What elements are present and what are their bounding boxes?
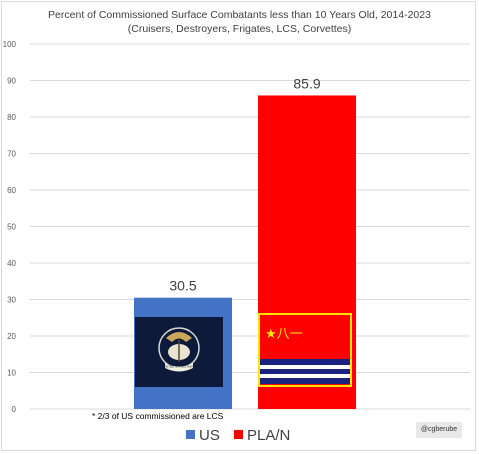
- y-tick-label: 30: [7, 296, 16, 305]
- us-navy-flag-icon: UNITED STATES NAVY: [135, 317, 223, 387]
- us-navy-banner-text: UNITED STATES NAVY: [163, 365, 195, 369]
- y-tick-label: 0: [12, 405, 17, 414]
- y-axis: 0 10 20 30 40 50 60 70 80 90 100: [3, 40, 17, 414]
- gridlines: [30, 43, 470, 410]
- y-tick-label: 100: [3, 40, 17, 49]
- y-tick-label: 80: [7, 113, 16, 122]
- data-label: 30.5: [169, 278, 196, 294]
- y-tick-label: 10: [7, 369, 16, 378]
- legend-swatch-us: [186, 430, 195, 439]
- y-tick-label: 70: [7, 150, 16, 159]
- legend: US PLA/N: [186, 427, 290, 444]
- y-tick-label: 20: [7, 332, 16, 341]
- pla-navy-flag-icon: ★八一: [258, 313, 352, 387]
- y-tick-label: 40: [7, 259, 16, 268]
- legend-label-us: US: [199, 427, 220, 444]
- data-labels: 30.5 85.9: [169, 75, 320, 293]
- legend-swatch-plan: [234, 430, 243, 439]
- data-label: 85.9: [293, 75, 320, 91]
- chart-title: Percent of Commissioned Surface Combatan…: [48, 9, 431, 21]
- y-tick-label: 60: [7, 186, 16, 195]
- chart-title-block: Percent of Commissioned Surface Combatan…: [0, 8, 479, 36]
- pla-navy-flag-glyph: ★八一: [265, 327, 303, 342]
- y-tick-label: 90: [7, 77, 16, 86]
- chart-subtitle: (Cruisers, Destroyers, Frigates, LCS, Co…: [127, 23, 352, 35]
- footnote-lcs: * 2/3 of US commissioned are LCS: [92, 411, 224, 421]
- credit-badge: @cgberube: [416, 422, 462, 438]
- legend-label-plan: PLA/N: [247, 427, 290, 444]
- y-tick-label: 50: [7, 223, 16, 232]
